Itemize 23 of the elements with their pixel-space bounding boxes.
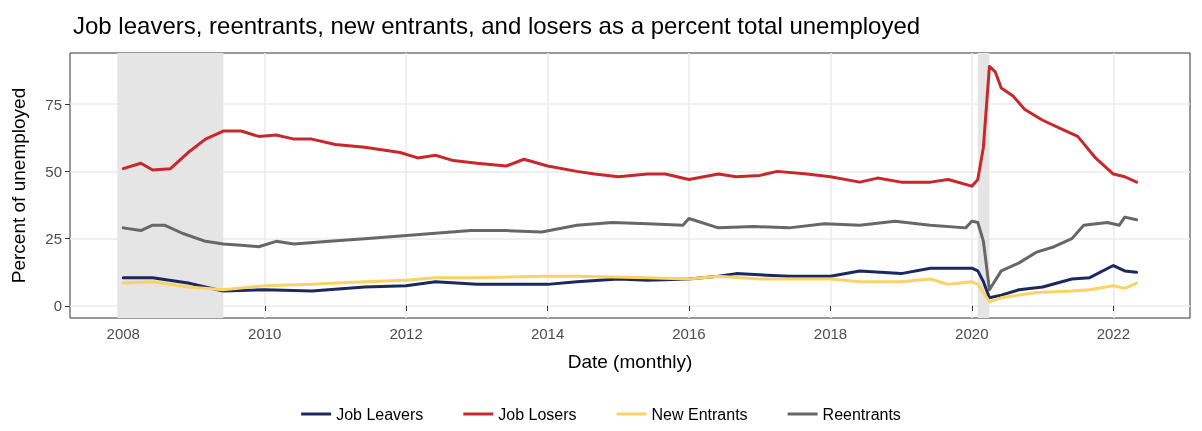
x-tick-label: 2020 xyxy=(955,325,989,342)
x-tick-label: 2018 xyxy=(813,325,848,342)
y-axis-title: Percent of unemployed xyxy=(8,87,29,284)
y-tick-label: 25 xyxy=(45,230,62,248)
x-tick-label: 2012 xyxy=(389,325,423,342)
y-tick-label: 0 xyxy=(53,297,62,315)
legend-label: Job Losers xyxy=(498,405,577,423)
x-tick-label: 2022 xyxy=(1096,325,1131,342)
y-tick-label: 75 xyxy=(45,95,62,113)
x-tick-label: 2016 xyxy=(672,325,706,342)
x-tick-label: 2010 xyxy=(248,325,282,342)
x-axis-title: Date (monthly) xyxy=(567,351,693,372)
chart-title: Job leavers, reentrants, new entrants, and losers as a percent total unemployed xyxy=(73,11,921,39)
line-series xyxy=(121,264,1139,300)
line-series xyxy=(121,64,1139,188)
legend-label: Job Leavers xyxy=(336,405,424,423)
x-tick-label: 2008 xyxy=(106,325,140,342)
line-series xyxy=(121,215,1139,292)
x-tick-label: 2014 xyxy=(530,325,565,342)
legend-label: Reentrants xyxy=(822,405,901,423)
y-tick-label: 50 xyxy=(45,162,62,180)
line-series xyxy=(121,274,1139,304)
legend-label: New Entrants xyxy=(651,405,748,423)
